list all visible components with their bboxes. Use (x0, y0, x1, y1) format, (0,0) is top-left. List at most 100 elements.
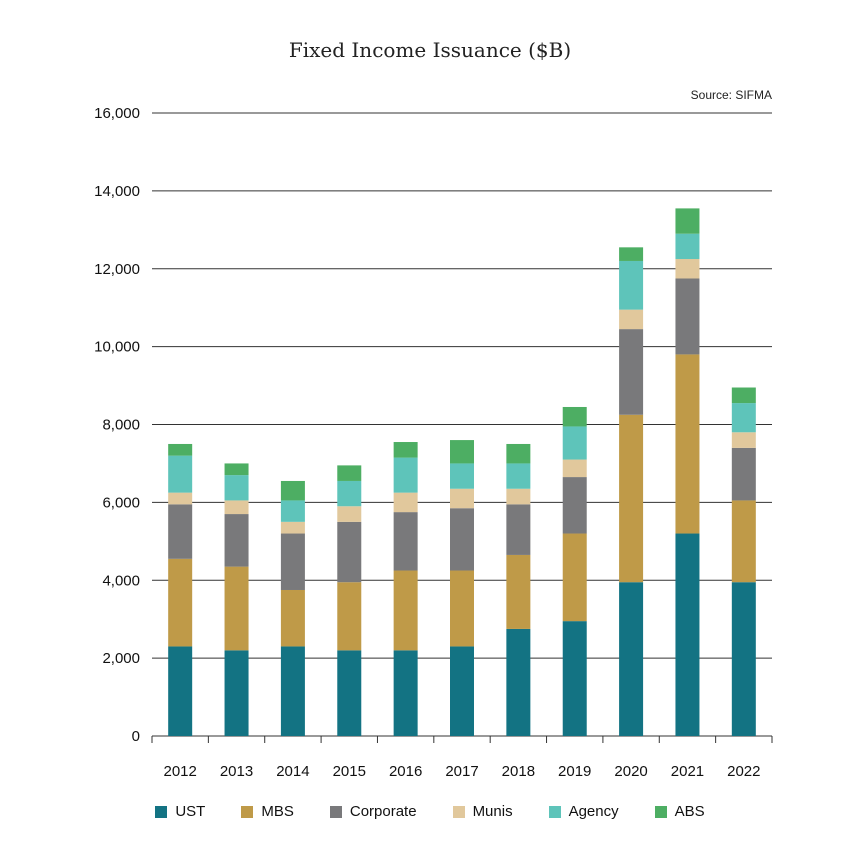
x-tick-label: 2015 (333, 763, 366, 780)
x-tick-label: 2021 (671, 763, 704, 780)
bar-segment-corporate-2015 (337, 521, 362, 583)
x-tick-label: 2013 (220, 763, 253, 780)
y-tick-label: 16,000 (94, 105, 140, 122)
bar-segment-ust-2012 (168, 646, 193, 736)
bar-segment-corporate-2013 (224, 514, 249, 567)
bar-segment-mbs-2021 (675, 354, 700, 534)
x-tick-label: 2016 (389, 763, 422, 780)
bar-segment-munis-2015 (337, 506, 362, 522)
y-tick-label: 6,000 (102, 494, 140, 511)
bar-segment-abs-2019 (562, 406, 587, 427)
bar-segment-mbs-2015 (337, 582, 362, 651)
source-note: Source: SIFMA (690, 88, 772, 102)
bar-segment-mbs-2020 (619, 414, 644, 583)
bar-segment-agency-2018 (506, 463, 531, 489)
bar-segment-corporate-2021 (675, 278, 700, 355)
bar-segment-ust-2020 (619, 582, 644, 736)
y-tick-label: 8,000 (102, 417, 140, 434)
y-tick-label: 4,000 (102, 572, 140, 589)
bar-segment-ust-2017 (450, 646, 474, 736)
x-tick-label: 2022 (727, 763, 760, 780)
bar-segment-ust-2019 (562, 621, 587, 736)
bar-segment-munis-2021 (675, 259, 700, 279)
bar-segment-agency-2016 (393, 457, 418, 493)
bar-segment-corporate-2019 (562, 477, 587, 534)
bar-segment-munis-2014 (280, 521, 305, 534)
bar-segment-abs-2016 (393, 442, 418, 458)
legend-swatch (548, 805, 561, 818)
bar-segment-corporate-2014 (280, 533, 305, 590)
x-tick-label: 2018 (502, 763, 535, 780)
bar-segment-mbs-2017 (450, 570, 474, 647)
bar-segment-munis-2018 (506, 488, 531, 505)
bar-segment-agency-2019 (562, 426, 587, 460)
bar-segment-munis-2017 (450, 488, 474, 509)
bar-segment-agency-2014 (280, 500, 305, 522)
bar-segment-abs-2015 (337, 465, 362, 481)
legend-label: ABS (674, 803, 705, 820)
bar-segment-mbs-2014 (280, 589, 305, 647)
bar-segment-abs-2020 (619, 247, 644, 261)
bar-segment-agency-2015 (337, 480, 362, 507)
bar-segment-agency-2013 (224, 475, 249, 501)
y-tick-label: 10,000 (94, 339, 140, 356)
bar-segment-ust-2014 (280, 646, 305, 736)
bar-segment-munis-2020 (619, 309, 644, 330)
bar-segment-agency-2020 (619, 260, 644, 310)
x-tick-label: 2019 (558, 763, 591, 780)
bar-segment-munis-2012 (168, 492, 193, 505)
legend-label: Agency (568, 803, 619, 820)
chart-title: Fixed Income Issuance ($B) (288, 38, 572, 62)
legend-item-abs: ABS (654, 803, 705, 820)
y-tick-label: 2,000 (102, 650, 140, 667)
bar-segment-ust-2015 (337, 650, 362, 736)
legend-label: Munis (472, 803, 513, 820)
legend-item-ust: UST (155, 803, 205, 820)
bar-segment-corporate-2020 (619, 329, 644, 415)
legend-item-corporate: Corporate (329, 803, 417, 820)
bar-segment-corporate-2022 (731, 447, 756, 501)
bar-segment-munis-2016 (393, 492, 418, 513)
bar-segment-ust-2013 (224, 650, 249, 736)
bar-segment-mbs-2016 (393, 570, 418, 651)
legend-item-mbs: MBS (241, 803, 294, 820)
bar-segment-mbs-2018 (506, 554, 531, 629)
bar-segment-abs-2017 (450, 440, 474, 464)
bar-segment-abs-2022 (731, 387, 756, 404)
bar-segment-corporate-2017 (450, 508, 474, 571)
bar-segment-agency-2022 (731, 403, 756, 433)
bar-segment-ust-2016 (393, 650, 418, 736)
legend-swatch (155, 805, 168, 818)
bar-segment-corporate-2012 (168, 504, 193, 559)
legend-swatch (329, 805, 342, 818)
x-tick-label: 2020 (614, 763, 647, 780)
bar-segment-agency-2021 (675, 233, 700, 260)
bar-segment-munis-2019 (562, 459, 587, 478)
legend-swatch (452, 805, 465, 818)
bar-segment-mbs-2013 (224, 566, 249, 651)
legend-item-agency: Agency (548, 803, 619, 820)
legend-label: UST (175, 803, 206, 820)
x-tick-label: 2012 (163, 763, 196, 780)
x-tick-label: 2017 (445, 763, 478, 780)
bar-segment-mbs-2019 (562, 533, 587, 622)
bar-segment-abs-2014 (280, 480, 305, 501)
legend-item-munis: Munis (452, 803, 513, 820)
bar-segment-ust-2022 (731, 582, 756, 736)
bar-segment-agency-2017 (450, 463, 474, 489)
bar-segment-munis-2013 (224, 500, 249, 515)
legend: UST MBS Corporate Munis Agency ABS (0, 803, 860, 820)
legend-label: MBS (261, 803, 294, 820)
bar-segment-ust-2021 (675, 533, 700, 736)
bar-segment-corporate-2016 (393, 512, 418, 571)
y-tick-label: 14,000 (94, 183, 140, 200)
bar-segment-mbs-2022 (731, 500, 756, 583)
legend-label: Corporate (349, 803, 417, 820)
x-tick-label: 2014 (276, 763, 309, 780)
bar-segment-ust-2018 (506, 628, 531, 736)
legend-swatch (241, 805, 254, 818)
bar-segment-abs-2013 (224, 463, 249, 476)
bar-segment-abs-2021 (675, 208, 700, 234)
bar-segment-munis-2022 (731, 432, 756, 448)
